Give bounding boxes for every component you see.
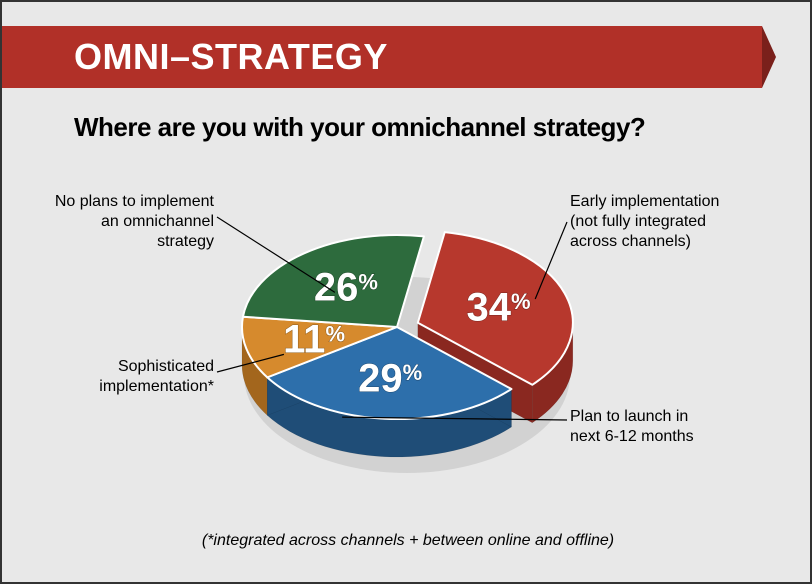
pie-chart: 34%29%11%26% No plans to implement an om…	[2, 162, 812, 522]
header-bar: OMNI–STRATEGY	[2, 26, 762, 88]
chart-question: Where are you with your omnichannel stra…	[74, 112, 645, 143]
label-plan-launch: Plan to launch in next 6-12 months	[570, 407, 780, 447]
label-no-plans: No plans to implement an omnichannel str…	[14, 192, 214, 252]
footnote: (*integrated across channels + between o…	[2, 532, 812, 550]
label-early-impl: Early implementation (not fully integrat…	[570, 192, 780, 252]
label-sophisticated: Sophisticated implementation*	[14, 357, 214, 397]
header-title: OMNI–STRATEGY	[74, 36, 388, 78]
